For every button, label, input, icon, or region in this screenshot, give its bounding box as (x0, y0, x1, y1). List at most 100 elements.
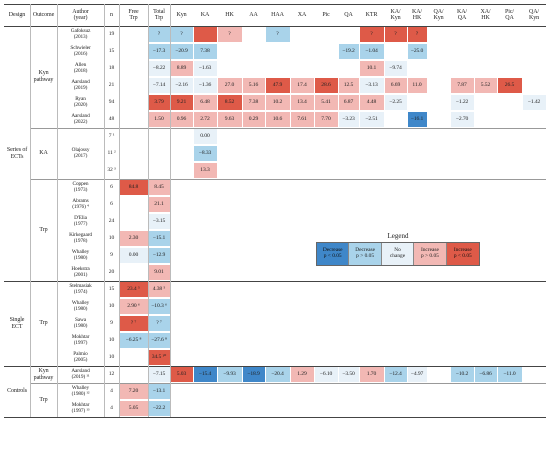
data-cell (149, 163, 170, 178)
data-cell: 6.87 (338, 94, 359, 111)
data-cell (218, 401, 242, 416)
data-cell (315, 61, 338, 76)
data-cell (194, 248, 217, 263)
data-cell (291, 214, 314, 229)
data-cell (266, 316, 290, 331)
data-cell (266, 248, 290, 263)
data-cell: −1.42 (522, 94, 546, 111)
data-cell (171, 248, 193, 263)
data-cell: 7.87 (450, 77, 474, 94)
data-cell: −11.0 (497, 366, 522, 383)
data-cell (523, 333, 546, 348)
data-cell (315, 146, 338, 161)
n-cell: 10 (108, 336, 115, 343)
data-cell (243, 282, 265, 297)
n-cell: 18 (108, 64, 115, 71)
data-cell (339, 265, 359, 280)
data-cell (218, 350, 242, 365)
data-cell (315, 129, 338, 144)
column-divider (104, 4, 105, 417)
data-cell (194, 299, 217, 314)
data-cell: ? (217, 26, 242, 43)
author-cell: Palmio (2005) (73, 350, 88, 363)
data-cell (428, 333, 450, 348)
n-cell: 94 (108, 98, 115, 105)
data-cell (218, 316, 242, 331)
data-cell (428, 163, 450, 178)
n-cell: 11 ² (107, 149, 116, 156)
column-divider (148, 4, 149, 417)
author-cell (57, 128, 104, 145)
data-cell (315, 180, 338, 195)
n-cell: 4 (110, 404, 113, 411)
data-cell: 5.52 (474, 77, 497, 94)
data-cell (218, 61, 242, 76)
data-cell (428, 112, 450, 127)
data-cell (266, 384, 290, 399)
data-cell (218, 214, 242, 229)
data-cell (315, 316, 338, 331)
data-cell (171, 282, 193, 297)
data-cell (523, 27, 546, 42)
n-cell: 19 (108, 30, 115, 37)
n-cell: 12 (108, 370, 115, 377)
data-cell (360, 180, 384, 195)
data-cell: 4.38 ⁵ (148, 281, 170, 298)
data-cell (339, 282, 359, 297)
data-cell: 27.0 (217, 77, 242, 94)
data-cell (291, 316, 314, 331)
n-cell: 21 (108, 81, 115, 88)
row-divider (4, 26, 546, 27)
data-cell (360, 350, 384, 365)
data-cell (475, 350, 497, 365)
data-cell: 3.79 (148, 94, 170, 111)
data-cell (475, 61, 497, 76)
data-cell (523, 197, 546, 212)
column-header: KA/HK (411, 8, 423, 21)
author-cell (57, 162, 104, 179)
design-label: Series of ECTs (6, 146, 28, 160)
data-cell: −7.15 (148, 366, 170, 383)
author-cell: Hoekstra (2001) (71, 265, 90, 278)
data-cell (243, 214, 265, 229)
author-cell: Sawa (1980) (73, 316, 88, 329)
data-cell (266, 214, 290, 229)
data-cell: 2.72 (193, 111, 217, 128)
data-cell (120, 112, 148, 127)
data-cell (339, 146, 359, 161)
data-cell (428, 265, 450, 280)
data-cell (428, 27, 450, 42)
data-cell (243, 61, 265, 76)
data-cell (218, 129, 242, 144)
column-header: Total Trp (153, 8, 165, 21)
data-cell (408, 401, 427, 416)
data-cell (523, 129, 546, 144)
data-cell (243, 27, 265, 42)
row-divider (4, 281, 546, 282)
data-cell (266, 333, 290, 348)
data-cell (451, 180, 474, 195)
data-cell (339, 197, 359, 212)
data-cell (266, 231, 290, 246)
n-cell: 9 (110, 319, 113, 326)
data-cell (451, 146, 474, 161)
data-cell (266, 197, 290, 212)
data-cell (408, 316, 427, 331)
data-cell (120, 265, 148, 280)
data-cell: 9.21 (170, 94, 193, 111)
data-cell (498, 333, 522, 348)
data-cell (339, 401, 359, 416)
data-cell (408, 384, 427, 399)
row-divider (4, 417, 546, 418)
data-cell (291, 333, 314, 348)
legend-title: Legend (387, 232, 409, 240)
data-cell (360, 214, 384, 229)
data-cell (315, 163, 338, 178)
data-cell (243, 350, 265, 365)
data-cell (218, 146, 242, 161)
data-cell (266, 350, 290, 365)
data-cell (171, 129, 193, 144)
n-cell: 9 (110, 251, 113, 258)
data-cell (498, 214, 522, 229)
data-cell: ? (407, 26, 427, 43)
